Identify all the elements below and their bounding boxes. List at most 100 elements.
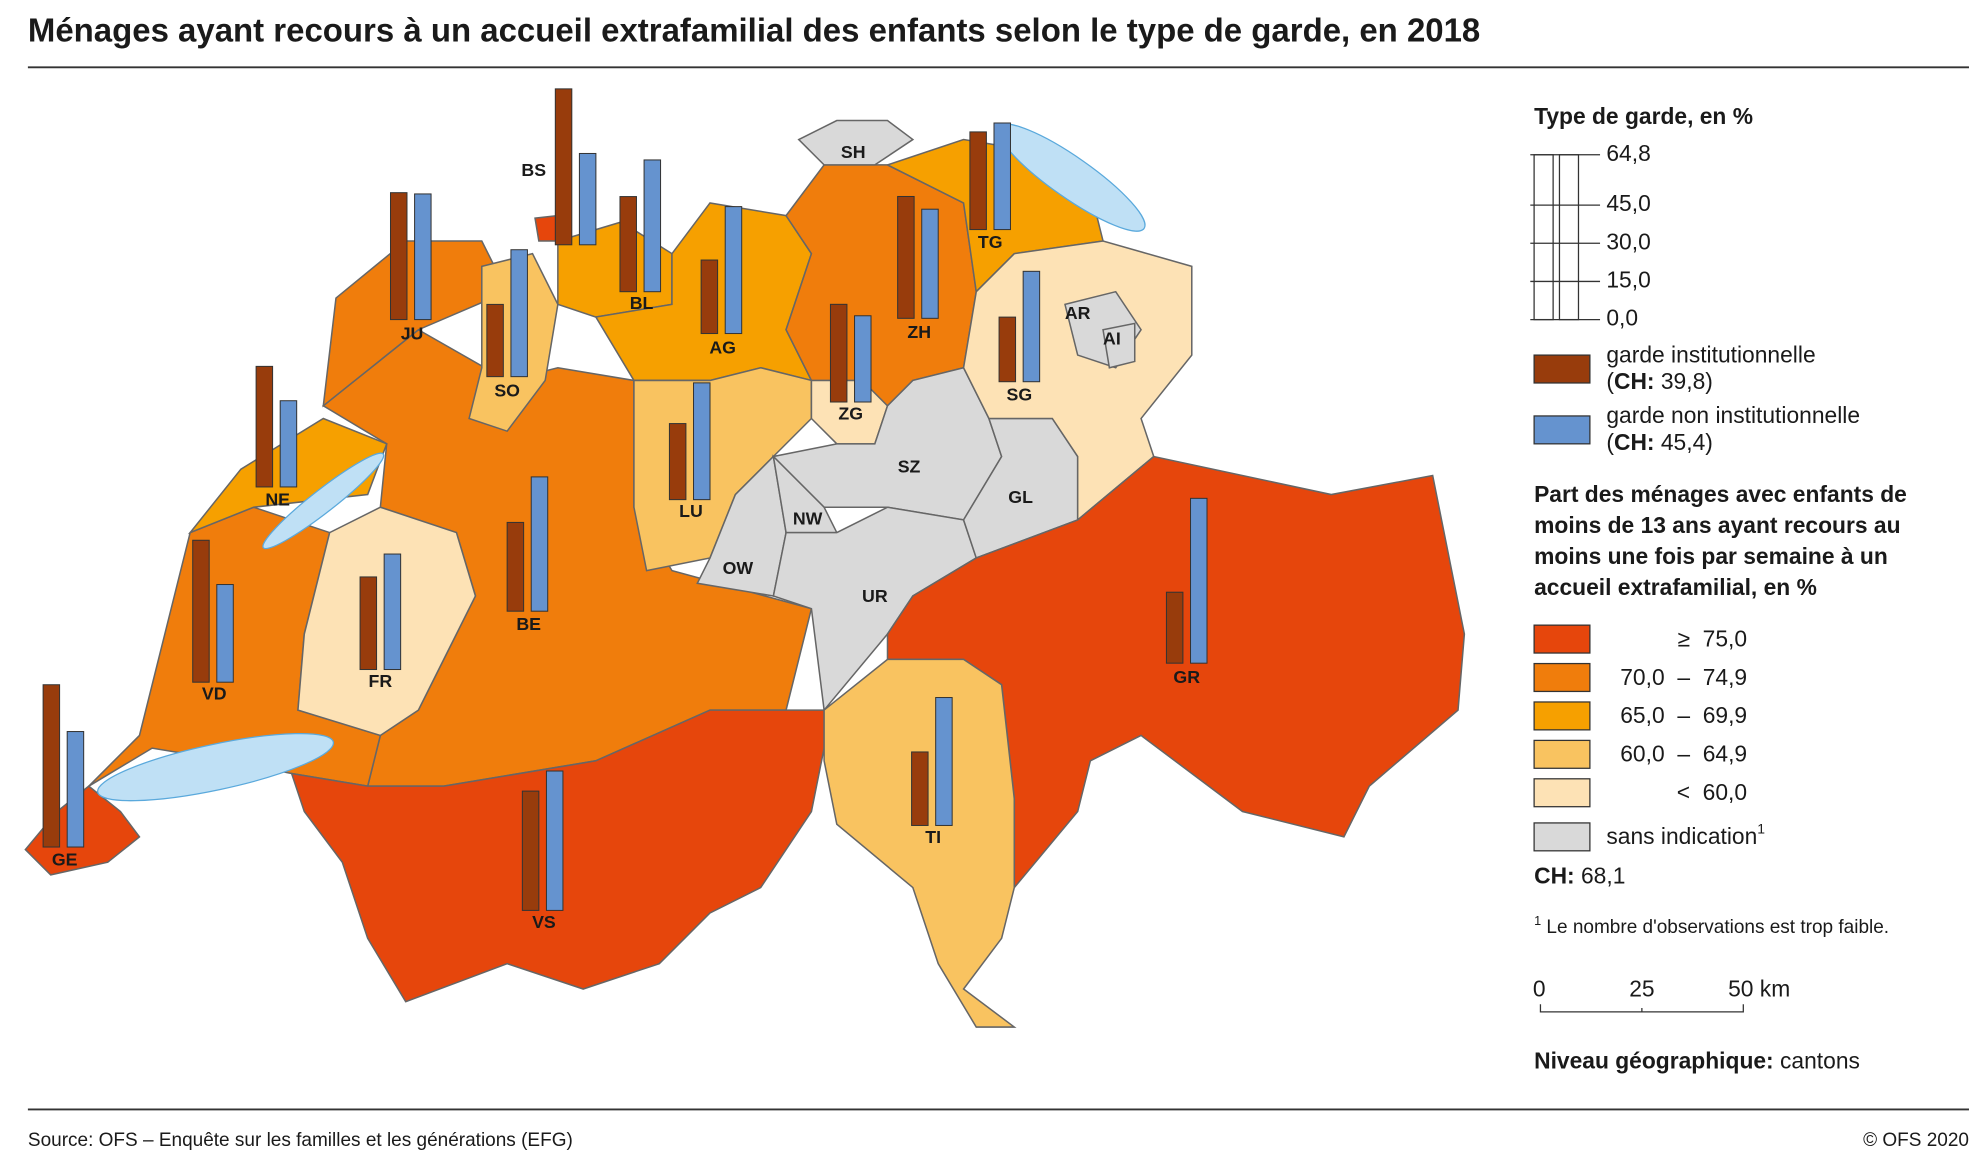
bar <box>693 382 711 501</box>
lake <box>96 732 335 802</box>
legend-missing: sans indication1 <box>1606 820 1765 849</box>
canton-label: VD <box>202 684 227 704</box>
legend-tick-label: 0,0 <box>1606 305 1638 331</box>
canton-label: ZG <box>838 403 863 423</box>
legend-title: Type de garde, en % <box>1534 103 1753 129</box>
legend-swatch <box>1533 415 1591 445</box>
canton-label: SO <box>494 381 520 401</box>
bar <box>359 576 378 671</box>
canton-label: TG <box>978 232 1003 252</box>
legend-class-label: 70,0 – 74,9 <box>1620 664 1747 690</box>
bar <box>643 159 662 293</box>
bar <box>1022 270 1041 383</box>
legend-swatch <box>1533 778 1591 808</box>
legend: Type de garde, en % CH: 68,1 1 Le nombre… <box>1530 103 1907 1074</box>
legend-class-label: < 60,0 <box>1677 779 1747 805</box>
chart-title: Ménages ayant recours à un accueil extra… <box>28 12 1480 49</box>
legend-swatch <box>1533 739 1591 769</box>
canton-label: UR <box>862 586 888 606</box>
scale-label: 0 <box>1533 975 1546 1001</box>
missing-note: 1 <box>1757 820 1765 836</box>
legend-swatch <box>1533 822 1591 852</box>
ch-label: CH: <box>1614 368 1655 394</box>
canton <box>797 119 915 166</box>
canton-label: GL <box>1008 487 1033 507</box>
canton-label: SG <box>1007 384 1033 404</box>
legend-label: garde institutionnelle <box>1606 341 1815 367</box>
legend-bar-outline <box>1558 154 1580 321</box>
ch-value: 45,4 <box>1661 429 1706 455</box>
legend-class-label: ≥ 75,0 <box>1677 625 1747 651</box>
canton-label: NE <box>265 490 290 510</box>
ch-total: CH: 68,1 <box>1534 862 1625 888</box>
bar <box>998 316 1017 383</box>
canton-label: AI <box>1103 329 1121 349</box>
legend-ch: (CH: 45,4) <box>1606 429 1713 455</box>
footnote-text: Le nombre d'observations est trop faible… <box>1546 917 1889 938</box>
canton-label: GE <box>52 850 78 870</box>
canton-label: SZ <box>898 457 921 477</box>
bar <box>993 122 1011 231</box>
bar <box>854 315 872 403</box>
bar <box>935 697 953 826</box>
bar <box>510 249 528 378</box>
canton <box>785 164 978 407</box>
canton-label: OW <box>723 558 754 578</box>
footnote: 1 Le nombre d'observations est trop faib… <box>1534 914 1889 938</box>
ch-label: CH: <box>1614 429 1655 455</box>
canton-label: FR <box>369 671 393 691</box>
legend-title-line: accueil extrafamilial, en % <box>1534 574 1817 600</box>
canton-label: AG <box>709 337 736 357</box>
scale-bar <box>1539 1004 1744 1013</box>
legend-tick-label: 30,0 <box>1606 228 1650 254</box>
canton-label: BE <box>516 614 541 634</box>
bar <box>521 790 540 911</box>
bar <box>383 553 402 671</box>
bar <box>216 584 234 683</box>
scale-label: 25 <box>1629 975 1654 1001</box>
bar <box>530 476 549 612</box>
lake <box>262 452 385 550</box>
canton-label: BS <box>521 160 546 180</box>
bar <box>668 423 687 501</box>
level-value: cantons <box>1780 1048 1860 1074</box>
bar <box>414 193 432 321</box>
canton-label: NW <box>793 509 823 529</box>
map: BE VD GE NE JU FR VS SO BL BS AG ZH SH TG LU ZG SZ OW NW UR… <box>24 88 1466 1028</box>
legend-title-line: moins une fois par semaine à un <box>1534 543 1888 569</box>
legend-title-line: Part des ménages avec enfants de <box>1534 481 1907 507</box>
canton-label: LU <box>679 501 703 521</box>
bar <box>578 152 597 246</box>
bar <box>829 303 848 403</box>
canton-label: JU <box>401 323 424 343</box>
legend-label: garde non institutionnelle <box>1606 402 1860 428</box>
legend-tick-label: 15,0 <box>1606 266 1650 292</box>
canton-label: TI <box>925 827 941 847</box>
legend-bar-outline <box>1533 154 1554 321</box>
level-label: Niveau géographique: <box>1534 1048 1774 1074</box>
source: Source: OFS – Enquête sur les familles e… <box>28 1130 573 1151</box>
bar <box>921 208 939 319</box>
canton-label: GR <box>1173 667 1200 687</box>
bar <box>554 88 573 246</box>
bar <box>42 684 61 848</box>
bar <box>66 731 85 848</box>
ch-label: CH: <box>1534 862 1575 888</box>
canton <box>1102 322 1136 369</box>
bar <box>724 206 743 335</box>
bar <box>969 131 987 231</box>
canton-label: BL <box>630 293 654 313</box>
ch-value: 39,8 <box>1661 368 1705 394</box>
bar <box>506 521 525 612</box>
legend-tick-label: 64,8 <box>1606 140 1650 166</box>
bar <box>1165 591 1184 664</box>
legend-swatch <box>1533 662 1591 693</box>
bar <box>255 365 274 488</box>
canton <box>534 214 559 242</box>
bar <box>192 539 210 683</box>
legend-class-label: 60,0 – 64,9 <box>1620 741 1747 767</box>
legend-swatch <box>1533 354 1591 384</box>
legend-class-label: 65,0 – 69,9 <box>1620 702 1747 728</box>
bar <box>545 770 564 911</box>
